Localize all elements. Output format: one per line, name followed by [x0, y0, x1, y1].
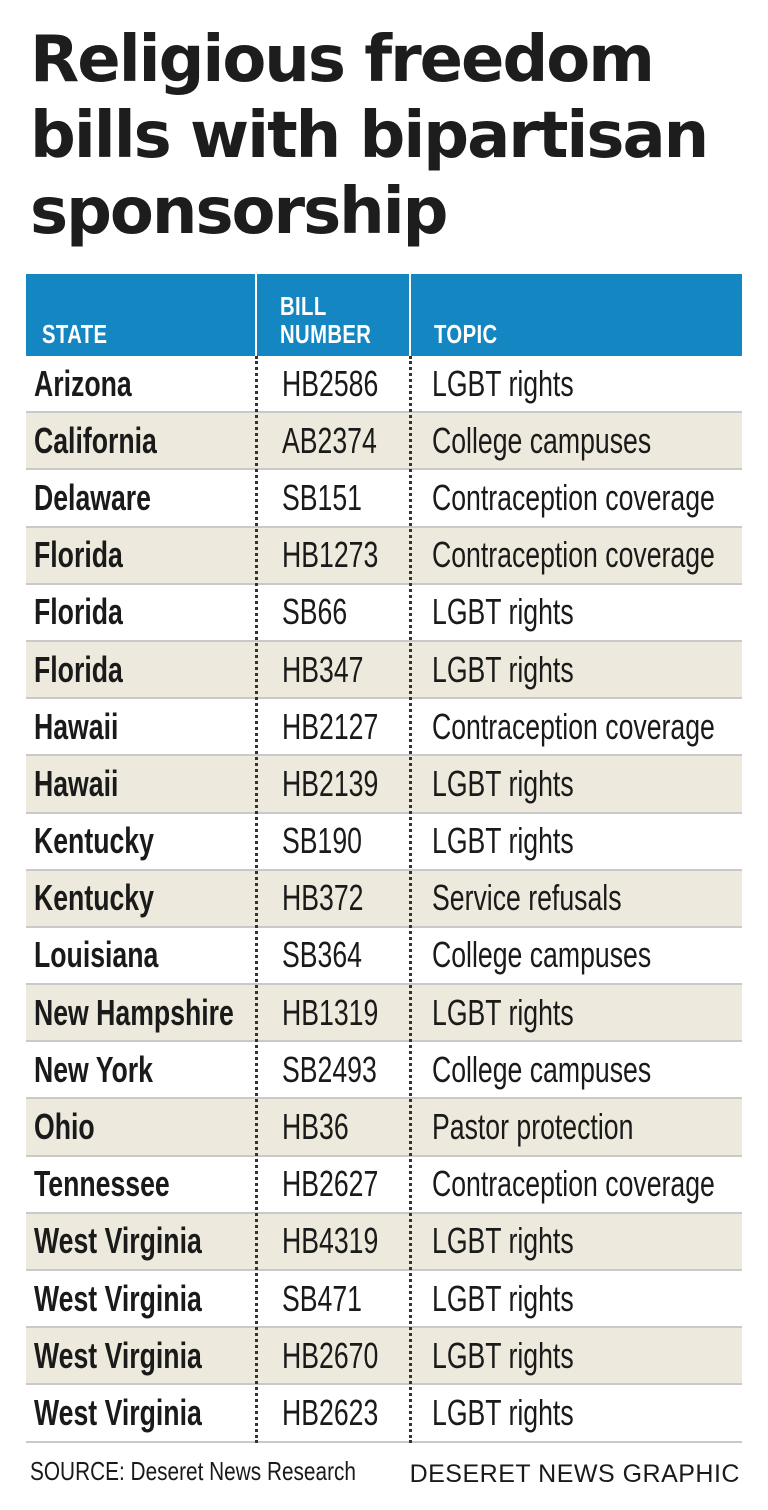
- state-cell: Tennessee: [34, 1163, 170, 1205]
- state-cell: Hawaii: [34, 705, 119, 747]
- state-cell: West Virginia: [34, 1277, 202, 1319]
- bill-number-cell: SB190: [282, 820, 362, 862]
- table-row: New York SB2493 College campuses: [26, 1042, 742, 1100]
- column-header-state: STATE: [42, 319, 108, 349]
- table-row: Tennessee HB2627 Contraception coverage: [26, 1157, 742, 1214]
- table-row: Kentucky HB372 Service refusals: [26, 870, 742, 928]
- source-note: SOURCE: Deseret News Research: [30, 1456, 356, 1486]
- state-cell: California: [34, 419, 157, 461]
- topic-cell: Pastor protection: [432, 1106, 634, 1148]
- state-cell: Florida: [34, 591, 123, 633]
- bill-number-cell: HB1273: [282, 534, 379, 576]
- bill-number-cell: SB471: [282, 1277, 362, 1319]
- table-row: West Virginia HB4319 LGBT rights: [26, 1213, 742, 1271]
- topic-cell: College campuses: [432, 1048, 652, 1090]
- bill-number-cell: HB2586: [282, 362, 379, 404]
- bills-table: STATE BILL NUMBER TOPIC Arizona HB2586 LGB…: [26, 274, 742, 1443]
- footer: SOURCE: Deseret News Research DESERET NE…: [30, 1452, 742, 1492]
- state-cell: Kentucky: [34, 820, 154, 862]
- column-header-bill-line2: NUMBER: [280, 319, 372, 349]
- state-cell: Hawaii: [34, 762, 119, 804]
- chart-title: Religious freedom bills with bipartisan …: [30, 23, 709, 249]
- bill-number-cell: AB2374: [282, 419, 377, 461]
- state-cell: Delaware: [34, 476, 152, 518]
- table-row: Ohio HB36 Pastor protection: [26, 1099, 742, 1157]
- topic-cell: LGBT rights: [432, 362, 574, 404]
- header-divider: [409, 274, 411, 356]
- bill-number-cell: HB36: [282, 1106, 349, 1148]
- bill-number-cell: HB2127: [282, 705, 379, 747]
- topic-cell: Contraception coverage: [432, 534, 715, 576]
- table-header: STATE BILL NUMBER TOPIC: [26, 274, 742, 356]
- graphic-credit: DESERET NEWS GRAPHIC: [409, 1460, 740, 1488]
- topic-cell: Contraception coverage: [432, 476, 715, 518]
- bill-number-cell: HB372: [282, 877, 364, 919]
- state-cell: Florida: [34, 534, 123, 576]
- bill-number-cell: HB4319: [282, 1220, 379, 1262]
- topic-cell: College campuses: [432, 934, 652, 976]
- state-cell: West Virginia: [34, 1220, 202, 1262]
- table-row: West Virginia SB471 LGBT rights: [26, 1271, 742, 1329]
- state-cell: Arizona: [34, 362, 132, 404]
- state-cell: New Hampshire: [34, 991, 234, 1033]
- bill-number-cell: HB2139: [282, 762, 379, 804]
- table-row: Kentucky SB190 LGBT rights: [26, 814, 742, 871]
- bill-number-cell: SB2493: [282, 1048, 377, 1090]
- bill-number-cell: SB151: [282, 476, 362, 518]
- table-row: West Virginia HB2623 LGBT rights: [26, 1385, 742, 1443]
- state-cell: West Virginia: [34, 1334, 202, 1376]
- topic-cell: Contraception coverage: [432, 1163, 715, 1205]
- column-header-bill-line1: BILL: [280, 291, 327, 321]
- table-row: New Hampshire HB1319 LGBT rights: [26, 985, 742, 1043]
- bill-number-cell: HB2670: [282, 1334, 379, 1376]
- bill-number-cell: HB1319: [282, 991, 379, 1033]
- state-cell: West Virginia: [34, 1391, 202, 1433]
- bill-number-cell: SB364: [282, 934, 362, 976]
- topic-cell: LGBT rights: [432, 1391, 574, 1433]
- table-body: Arizona HB2586 LGBT rights California AB2374…: [26, 356, 742, 1443]
- topic-cell: LGBT rights: [432, 762, 574, 804]
- topic-cell: Contraception coverage: [432, 705, 715, 747]
- bill-number-cell: HB2627: [282, 1163, 379, 1205]
- topic-cell: LGBT rights: [432, 1277, 574, 1319]
- table-row: Louisiana SB364 College campuses: [26, 928, 742, 986]
- table-row: Florida HB1273 Contraception coverage: [26, 527, 742, 585]
- bill-number-cell: HB347: [282, 648, 364, 690]
- topic-cell: College campuses: [432, 419, 652, 461]
- bill-number-cell: HB2623: [282, 1391, 379, 1433]
- table-row: West Virginia HB2670 LGBT rights: [26, 1328, 742, 1386]
- table-row: Florida HB347 LGBT rights: [26, 641, 742, 700]
- state-cell: Ohio: [34, 1106, 95, 1148]
- topic-cell: LGBT rights: [432, 820, 574, 862]
- table-row: Hawaii HB2139 LGBT rights: [26, 756, 742, 814]
- table-row: Delaware SB151 Contraception coverage: [26, 470, 742, 528]
- column-header-bill-number: BILL NUMBER: [280, 292, 371, 348]
- table-row: California AB2374 College campuses: [26, 413, 742, 471]
- state-cell: Kentucky: [34, 877, 154, 919]
- header-divider: [255, 274, 257, 356]
- topic-cell: LGBT rights: [432, 648, 574, 690]
- state-cell: New York: [34, 1048, 153, 1090]
- topic-cell: LGBT rights: [432, 1334, 574, 1376]
- topic-cell: LGBT rights: [432, 1220, 574, 1262]
- table-row: Arizona HB2586 LGBT rights: [26, 356, 742, 414]
- bill-number-cell: SB66: [282, 591, 348, 633]
- topic-cell: Service refusals: [432, 877, 622, 919]
- table-row: Hawaii HB2127 Contraception coverage: [26, 699, 742, 757]
- table-row: Florida SB66 LGBT rights: [26, 585, 742, 642]
- topic-cell: LGBT rights: [432, 991, 574, 1033]
- column-header-topic: TOPIC: [434, 319, 498, 349]
- state-cell: Louisiana: [34, 934, 159, 976]
- state-cell: Florida: [34, 648, 123, 690]
- topic-cell: LGBT rights: [432, 591, 574, 633]
